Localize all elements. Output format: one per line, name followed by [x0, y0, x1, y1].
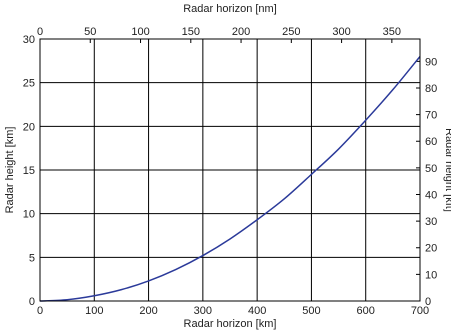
y2-tick-label: 30: [425, 216, 437, 228]
x2-tick-label: 300: [332, 26, 350, 38]
x-tick-label: 300: [194, 305, 212, 317]
x-tick-label: 200: [139, 305, 157, 317]
x-tick-label: 700: [411, 305, 429, 317]
y2-tick-label: 80: [425, 83, 437, 95]
series-layer: [39, 55, 421, 302]
y-tick-label: 10: [23, 209, 35, 221]
y-tick-label: 25: [23, 78, 35, 90]
x-tick-label: 0: [37, 305, 43, 317]
x2-tick-label: 200: [232, 26, 250, 38]
x2-tick-label: 350: [383, 26, 401, 38]
y2-tick-label: 70: [425, 110, 437, 122]
y2-tick-label: 50: [425, 163, 437, 175]
x2-tick-label: 150: [182, 26, 200, 38]
y-tick-label: 5: [29, 252, 35, 264]
x-tick-label: 600: [357, 305, 375, 317]
x-tick-label: 400: [248, 305, 266, 317]
y2-tick-label: 40: [425, 189, 437, 201]
y2-tick-label: 0: [425, 296, 431, 308]
grid: [39, 38, 421, 302]
x2-tick-label: 0: [37, 26, 43, 38]
x2-axis-title: Radar horizon [nm]: [183, 3, 277, 15]
y2-tick-label: 10: [425, 269, 437, 281]
y2-tick-label: 90: [425, 56, 437, 68]
y-axis-title: Radar height [km]: [4, 127, 16, 214]
y-tick-label: 30: [23, 34, 35, 46]
x2-tick-label: 50: [84, 26, 96, 38]
x-axis-title: Radar horizon [km]: [184, 318, 277, 330]
x-tick-label: 100: [85, 305, 103, 317]
y2-tick-label: 60: [425, 136, 437, 148]
series-line: [39, 55, 421, 302]
plot-frame: [39, 38, 421, 302]
y2-tick-label: 20: [425, 243, 437, 255]
x2-tick-label: 250: [282, 26, 300, 38]
x-tick-label: 500: [302, 305, 320, 317]
y-tick-label: 20: [23, 121, 35, 133]
x2-tick-label: 100: [131, 26, 149, 38]
y-tick-label: 15: [23, 165, 35, 177]
y-tick-label: 0: [29, 296, 35, 308]
y2-axis-title: Radar height [kft]: [443, 128, 451, 212]
